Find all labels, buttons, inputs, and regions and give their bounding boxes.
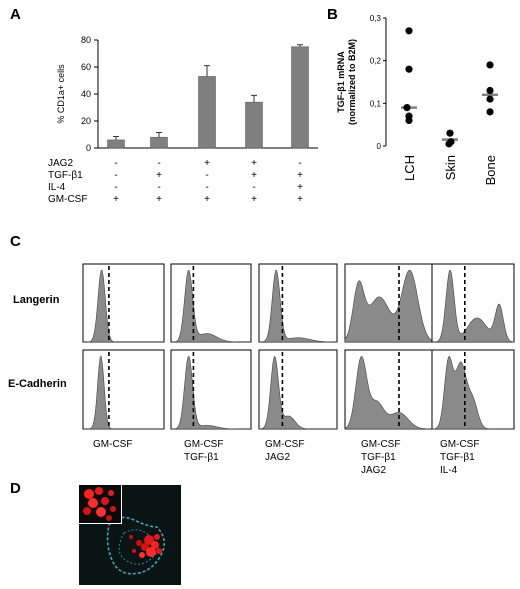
condition-row-label: TGF-β1 (48, 170, 83, 181)
y-tick-label-b: 0,1 (370, 99, 382, 108)
histogram-distribution (83, 269, 164, 343)
condition-sign: + (251, 170, 257, 181)
condition-label-1-line1: GM-CSF (93, 439, 133, 450)
histogram-grid (82, 263, 515, 430)
panel-letter-d: D (10, 480, 21, 497)
x-tick-label-lch: LCH (402, 155, 417, 181)
histogram-distribution (258, 355, 337, 430)
histogram-distribution (432, 269, 515, 343)
y-axis-label-b-line2: (normalized to B2M) (347, 39, 357, 125)
condition-sign: - (157, 158, 160, 169)
data-point-bone (486, 108, 494, 116)
condition-sign: + (156, 194, 162, 205)
condition-sign: + (204, 158, 210, 169)
y-tick-label-b: 0,2 (370, 57, 382, 66)
condition-label-3-line1: GM-CSF (265, 439, 305, 450)
histogram-langerin-1 (82, 263, 165, 343)
data-point-lch (403, 104, 411, 112)
histogram-langerin-2 (170, 263, 252, 343)
condition-row-label: IL-4 (48, 182, 66, 193)
y-tick-label-a: 40 (81, 89, 91, 99)
panel-letter-a: A (10, 6, 21, 23)
scatter-chart-tgfb1: 0 0,1 0,2 0,3 TGF-β1 mRNA (normalized to B2M)… (336, 14, 498, 185)
condition-row-label: JAG2 (48, 158, 73, 169)
condition-sign: + (297, 182, 303, 193)
histogram-e-cadherin-4 (344, 349, 436, 430)
condition-label-5-line3: IL-4 (440, 465, 458, 476)
condition-label-4-line1: GM-CSF (361, 439, 401, 450)
x-tick-label-bone: Bone (483, 155, 498, 185)
bar-3 (198, 76, 216, 149)
condition-sign: - (114, 158, 117, 169)
condition-label-3-line2: JAG2 (265, 452, 291, 463)
condition-sign: - (252, 182, 255, 193)
condition-sign: + (156, 170, 162, 181)
y-tick-label-a: 20 (81, 116, 91, 126)
bar-4 (245, 101, 263, 149)
condition-label-2-line2: TGF-β1 (184, 452, 219, 463)
y-tick-label-a: 80 (81, 35, 91, 45)
condition-sign: + (204, 194, 210, 205)
micrograph-inset (79, 485, 122, 524)
condition-sign: + (251, 194, 257, 205)
bar-1 (107, 139, 125, 149)
histogram-distribution (171, 355, 251, 430)
data-point-bone (486, 86, 494, 95)
data-point-bone (486, 95, 494, 103)
row-label-langerin: Langerin (13, 294, 60, 306)
panel-letter-b: B (327, 6, 338, 23)
y-axis-label-a: % CD1a+ cells (56, 64, 66, 124)
histogram-langerin-5 (431, 263, 515, 343)
x-tick-label-skin: Skin (443, 155, 458, 180)
condition-label-2-line1: GM-CSF (184, 439, 224, 450)
data-point-skin (446, 129, 454, 137)
y-axis-label-b-line1: TGF-β1 mRNA (336, 51, 346, 113)
y-tick-label-a: 0 (86, 143, 91, 153)
histogram-distribution (344, 355, 435, 430)
condition-sign: - (114, 170, 117, 181)
histogram-e-cadherin-5 (431, 349, 515, 430)
condition-label-4-line2: TGF-β1 (361, 452, 396, 463)
panel-letter-c: C (10, 233, 21, 250)
histogram-distribution (259, 269, 337, 343)
histogram-e-cadherin-2 (170, 349, 252, 430)
data-point-lch (405, 116, 413, 124)
condition-sign: - (205, 182, 208, 193)
bar-5 (291, 46, 309, 149)
data-point-lch (405, 27, 413, 35)
condition-sign: + (297, 170, 303, 181)
condition-label-4-line3: JAG2 (361, 465, 387, 476)
y-tick-label-b: 0,3 (370, 14, 382, 23)
micrograph-cell-staining (106, 516, 165, 575)
histogram-e-cadherin-1 (82, 349, 165, 430)
condition-sign: + (113, 194, 119, 205)
condition-sign: - (157, 182, 160, 193)
condition-sign: - (298, 158, 301, 169)
condition-label-5-line2: TGF-β1 (440, 452, 475, 463)
micrograph-inset-staining (83, 487, 116, 521)
micrograph-image (79, 485, 181, 585)
histogram-langerin-4 (344, 263, 436, 343)
y-tick-label-a: 60 (81, 62, 91, 72)
condition-sign: + (251, 158, 257, 169)
histogram-e-cadherin-3 (258, 349, 338, 430)
data-point-skin (445, 140, 453, 148)
histogram-distribution (431, 355, 514, 430)
data-point-bone (486, 61, 494, 69)
data-point-lch (405, 65, 413, 73)
histogram-distribution (171, 269, 251, 343)
condition-label-5-line1: GM-CSF (440, 439, 480, 450)
histogram-distribution (83, 355, 164, 430)
condition-sign: - (114, 182, 117, 193)
condition-sign: + (297, 194, 303, 205)
y-tick-label-b: 0 (377, 142, 382, 151)
histogram-distribution (344, 269, 436, 343)
bar-2 (150, 136, 168, 149)
histogram-langerin-3 (258, 263, 338, 343)
condition-row-label: GM-CSF (48, 194, 87, 205)
row-label-ecadherin: E-Cadherin (8, 378, 67, 390)
condition-sign: - (205, 170, 208, 181)
